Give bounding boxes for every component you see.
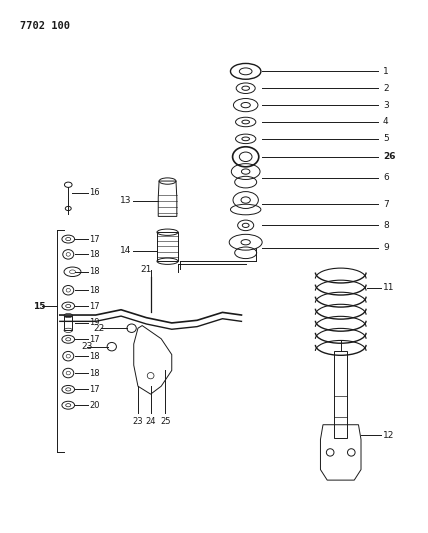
Text: 13: 13 bbox=[120, 196, 132, 205]
Text: 23: 23 bbox=[133, 417, 143, 426]
Text: 17: 17 bbox=[89, 335, 100, 344]
Text: 3: 3 bbox=[383, 101, 389, 110]
Text: 12: 12 bbox=[383, 431, 394, 440]
Ellipse shape bbox=[66, 371, 70, 375]
Ellipse shape bbox=[242, 223, 249, 228]
Bar bbox=[334, 351, 348, 438]
Text: 1: 1 bbox=[383, 67, 389, 76]
Ellipse shape bbox=[66, 388, 71, 391]
Ellipse shape bbox=[242, 120, 250, 124]
Ellipse shape bbox=[241, 197, 250, 203]
Ellipse shape bbox=[69, 270, 75, 273]
Text: 16: 16 bbox=[89, 188, 100, 197]
Text: 17: 17 bbox=[89, 235, 100, 244]
Text: 19: 19 bbox=[89, 318, 100, 327]
Ellipse shape bbox=[66, 253, 70, 256]
Ellipse shape bbox=[242, 86, 250, 90]
Text: 18: 18 bbox=[89, 286, 100, 295]
Bar bbox=[64, 316, 72, 330]
Ellipse shape bbox=[241, 102, 250, 108]
Text: 7: 7 bbox=[383, 200, 389, 209]
Ellipse shape bbox=[348, 449, 355, 456]
Ellipse shape bbox=[241, 169, 250, 174]
Text: 17: 17 bbox=[89, 302, 100, 311]
Ellipse shape bbox=[241, 240, 250, 245]
Ellipse shape bbox=[66, 354, 70, 358]
Text: 25: 25 bbox=[160, 417, 171, 426]
Text: 26: 26 bbox=[383, 152, 395, 161]
Ellipse shape bbox=[327, 449, 334, 456]
Text: 2: 2 bbox=[383, 84, 389, 93]
Text: 4: 4 bbox=[383, 117, 389, 126]
Text: 9: 9 bbox=[383, 243, 389, 252]
Text: 18: 18 bbox=[89, 368, 100, 377]
Ellipse shape bbox=[239, 152, 252, 161]
Ellipse shape bbox=[66, 338, 71, 341]
Text: 18: 18 bbox=[89, 267, 100, 276]
Text: 23: 23 bbox=[81, 342, 92, 351]
Ellipse shape bbox=[242, 137, 250, 141]
Ellipse shape bbox=[66, 288, 70, 292]
Ellipse shape bbox=[66, 304, 71, 308]
Text: 7702 100: 7702 100 bbox=[20, 21, 70, 31]
Text: 24: 24 bbox=[146, 417, 156, 426]
Text: 22: 22 bbox=[94, 324, 105, 333]
Text: 11: 11 bbox=[383, 283, 395, 292]
Text: 8: 8 bbox=[383, 221, 389, 230]
Text: 17: 17 bbox=[89, 385, 100, 394]
Ellipse shape bbox=[239, 68, 252, 75]
Text: 5: 5 bbox=[383, 134, 389, 143]
Text: 18: 18 bbox=[89, 352, 100, 361]
Text: 18: 18 bbox=[89, 250, 100, 259]
Text: 21: 21 bbox=[141, 265, 152, 273]
Text: 14: 14 bbox=[120, 246, 132, 255]
Text: 6: 6 bbox=[383, 173, 389, 182]
Text: 15: 15 bbox=[33, 302, 46, 311]
Text: 20: 20 bbox=[89, 401, 100, 410]
Ellipse shape bbox=[66, 403, 71, 407]
Ellipse shape bbox=[147, 373, 154, 379]
Ellipse shape bbox=[66, 238, 71, 241]
